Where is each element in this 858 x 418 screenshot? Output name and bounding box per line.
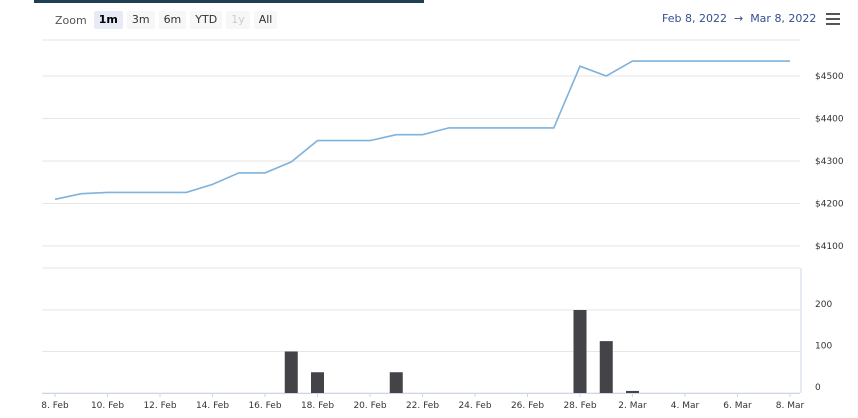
date-range-display: Feb 8, 2022 → Mar 8, 2022 bbox=[662, 12, 816, 25]
x-tick-label: 16. Feb bbox=[248, 401, 281, 411]
price-tick-label: $4100 bbox=[815, 242, 844, 252]
y-axis-ticks: $4100 $4200 $4300 $4400 $4500 0 100 200 bbox=[815, 72, 844, 393]
x-tick-label: 10. Feb bbox=[91, 401, 124, 411]
x-tick-label: 22. Feb bbox=[406, 401, 439, 411]
volume-tick-label: 200 bbox=[815, 300, 832, 310]
x-tick-label: 4. Mar bbox=[671, 401, 700, 411]
volume-bar bbox=[626, 390, 639, 393]
zoom-button-6m[interactable]: 6m bbox=[158, 11, 187, 29]
hamburger-menu-icon[interactable] bbox=[826, 13, 840, 25]
volume-tick-label: 0 bbox=[815, 383, 821, 393]
zoom-button-1y[interactable]: 1y bbox=[226, 11, 250, 29]
volume-bar bbox=[284, 351, 298, 393]
volume-tick-label: 100 bbox=[815, 342, 832, 352]
volume-bar bbox=[573, 310, 587, 393]
x-tick-label: 8. Feb bbox=[41, 401, 69, 411]
zoom-label: Zoom bbox=[55, 13, 87, 27]
price-tick-label: $4500 bbox=[815, 72, 844, 82]
x-tick-label: 12. Feb bbox=[143, 401, 176, 411]
x-tick-label: 14. Feb bbox=[196, 401, 229, 411]
price-tick-label: $4200 bbox=[815, 200, 844, 210]
price-series bbox=[54, 60, 790, 201]
price-tick-label: $4300 bbox=[815, 157, 844, 167]
top-accent-bar bbox=[34, 0, 424, 3]
price-line bbox=[54, 60, 790, 201]
volume-bar bbox=[311, 372, 324, 393]
grid-lines bbox=[42, 39, 802, 394]
x-tick-label: 20. Feb bbox=[353, 401, 386, 411]
zoom-button-1m[interactable]: 1m bbox=[93, 11, 123, 29]
x-tick-label: 8. Mar bbox=[776, 401, 805, 411]
range-to[interactable]: Mar 8, 2022 bbox=[750, 12, 817, 25]
x-tick-label: 26. Feb bbox=[511, 401, 544, 411]
zoom-button-all[interactable]: All bbox=[253, 11, 278, 29]
price-tick-label: $4400 bbox=[815, 115, 844, 125]
range-from[interactable]: Feb 8, 2022 bbox=[662, 12, 727, 25]
range-arrow-glyph: → bbox=[733, 12, 744, 25]
x-tick-label: 28. Feb bbox=[563, 401, 596, 411]
x-tick-label: 18. Feb bbox=[301, 401, 334, 411]
volume-bar bbox=[389, 372, 403, 393]
zoom-selector: Zoom 1m 3m 6m YTD 1y All bbox=[55, 10, 281, 30]
volume-bars bbox=[284, 310, 639, 393]
x-axis-ticks: 8. Feb 10. Feb 12. Feb 14. Feb 16. Feb 18. Fe… bbox=[41, 393, 805, 411]
zoom-button-3m[interactable]: 3m bbox=[126, 11, 155, 29]
x-tick-label: 2. Mar bbox=[618, 401, 647, 411]
zoom-button-ytd[interactable]: YTD bbox=[190, 11, 223, 29]
volume-bar bbox=[599, 341, 613, 393]
x-tick-label: 24. Feb bbox=[458, 401, 491, 411]
x-tick-label: 6. Mar bbox=[723, 401, 752, 411]
